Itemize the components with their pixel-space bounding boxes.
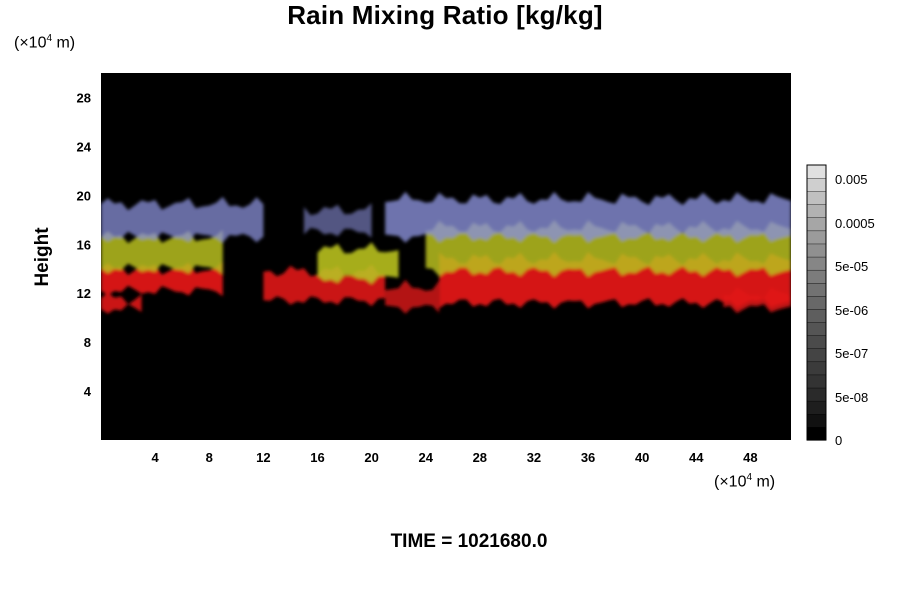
- colorbar-label: 0: [835, 433, 842, 448]
- colorbar-swatch: [806, 164, 827, 179]
- colorbar-swatch: [806, 426, 827, 441]
- x-axis-unit: (×104 m): [714, 472, 776, 491]
- x-tick-label: 16: [310, 450, 324, 465]
- y-tick-label: 8: [84, 335, 91, 350]
- colorbar-swatch: [806, 413, 827, 428]
- x-tick-label: 28: [473, 450, 487, 465]
- x-tick-label: 36: [581, 450, 595, 465]
- y-tick-label: 16: [77, 237, 91, 252]
- colorbar-swatch: [806, 190, 827, 205]
- colorbar-swatch: [806, 387, 827, 402]
- rain-layer-blue-white: [101, 196, 264, 243]
- colorbar-swatch: [806, 282, 827, 297]
- colorbar-swatch: [806, 217, 827, 232]
- colorbar-swatch: [806, 243, 827, 258]
- chart-title: Rain Mixing Ratio [kg/kg]: [287, 0, 603, 30]
- rain-layer-red: [101, 292, 142, 314]
- y-tick-label: 4: [84, 384, 92, 399]
- rain-layer-red: [385, 279, 440, 314]
- rain-layer-blue-white: [303, 203, 372, 238]
- rain-layer-yellow-green: [317, 242, 399, 284]
- colorbar-label: 5e-08: [835, 390, 868, 405]
- x-tick-label: 48: [743, 450, 757, 465]
- colorbar-swatch: [806, 348, 827, 363]
- y-tick-label: 28: [77, 90, 91, 105]
- colorbar-swatch: [806, 230, 827, 245]
- rain-layer-blue-white: [385, 191, 791, 243]
- colorbar-label: 5e-05: [835, 259, 868, 274]
- x-tick-label: 32: [527, 450, 541, 465]
- colorbar-swatch: [806, 374, 827, 389]
- x-tick-label: 40: [635, 450, 649, 465]
- y-tick-label: 20: [77, 188, 91, 203]
- rain-layer-yellow-green: [101, 229, 223, 275]
- rain-layer-red: [723, 286, 791, 314]
- y-axis-unit: (×104 m): [14, 33, 76, 52]
- x-tick-label: 8: [206, 450, 213, 465]
- colorbar-swatch: [806, 308, 827, 323]
- colorbar-label: 5e-06: [835, 303, 868, 318]
- rain-layer-red: [101, 261, 223, 297]
- colorbar-label: 0.0005: [835, 216, 875, 231]
- colorbar-label: 5e-07: [835, 346, 868, 361]
- colorbar-label: 0.005: [835, 172, 868, 187]
- colorbar-swatch: [806, 269, 827, 284]
- x-tick-label: 4: [152, 450, 160, 465]
- colorbar-swatch: [806, 361, 827, 376]
- colorbar-swatch: [806, 335, 827, 349]
- y-tick-label: 24: [77, 139, 92, 154]
- colorbar-swatch: [806, 400, 827, 415]
- colorbar-swatch: [806, 177, 827, 192]
- colorbar-swatch: [806, 256, 827, 271]
- x-tick-label: 24: [418, 450, 433, 465]
- colorbar-swatch: [806, 295, 827, 310]
- x-tick-label: 44: [689, 450, 704, 465]
- x-tick-label: 20: [364, 450, 378, 465]
- time-label: TIME = 1021680.0: [390, 531, 548, 552]
- x-tick-label: 12: [256, 450, 270, 465]
- colorbar-swatch: [806, 204, 827, 218]
- colorbar-swatch: [806, 321, 827, 336]
- colorbar-frame: [806, 164, 827, 441]
- y-tick-label: 12: [77, 286, 91, 301]
